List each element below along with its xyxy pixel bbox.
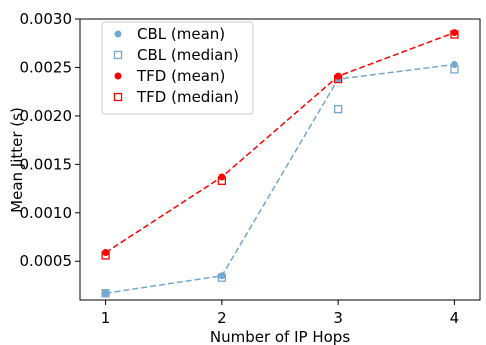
y-tick-label: 0.0005: [20, 252, 73, 270]
point-tfd_median-1: [101, 251, 110, 260]
point-cbl_mean-4: [450, 61, 458, 69]
point-cbl_median-1: [101, 289, 110, 298]
point-tfd_mean-4: [450, 29, 458, 37]
legend-label-cbl_median: CBL (median): [137, 46, 239, 64]
series-lines: [105, 31, 455, 294]
x-tick-label: 4: [450, 309, 460, 327]
legend-marker-tfd_median: [113, 92, 123, 102]
legend-label-cbl_mean: CBL (mean): [137, 25, 225, 43]
series-line-tfd_mean: [105, 31, 455, 254]
y-axis-ticks: 0.0005 0.0010 0.0015 0.0020 0.0025 0.0030: [20, 10, 80, 270]
y-tick-label: 0.0010: [20, 204, 73, 222]
y-tick-label: 0.0030: [20, 10, 73, 28]
point-cbl_median-2: [217, 273, 227, 282]
legend-marker-tfd_mean: [114, 72, 122, 80]
legend-marker-cbl_median: [113, 50, 123, 60]
point-tfd_median-2: [217, 176, 227, 185]
x-axis-label: Number of IP Hops: [210, 328, 350, 345]
point-tfd_median-3: [333, 74, 343, 84]
y-axis-label: Mean Jitter (s): [8, 107, 26, 213]
legend-label-tfd_median: TFD (median): [136, 88, 239, 106]
point-cbl_median-4: [450, 65, 459, 74]
point-cbl_mean-2: [218, 272, 226, 280]
legend-frame: [101, 21, 254, 115]
legend: CBL (mean) CBL (median) TFD (mean) TFD (med…: [101, 21, 254, 115]
y-tick-label: 0.0015: [20, 155, 73, 173]
series-markers: [101, 29, 459, 298]
x-tick-label: 1: [101, 309, 111, 327]
x-tick-label: 2: [217, 309, 227, 327]
legend-marker-cbl_mean: [114, 30, 122, 38]
y-tick-label: 0.0025: [20, 58, 73, 76]
x-axis-ticks: 1 2 3 4: [101, 300, 459, 327]
series-line-cbl_mean: [105, 63, 455, 294]
legend-label-tfd_mean: TFD (mean): [136, 67, 225, 85]
point-tfd_median-4: [450, 30, 459, 39]
y-tick-label: 0.0020: [20, 107, 73, 125]
x-tick-label: 3: [333, 309, 343, 327]
point-cbl_median-3: [333, 104, 343, 114]
point-cbl_mean-1: [102, 289, 110, 297]
